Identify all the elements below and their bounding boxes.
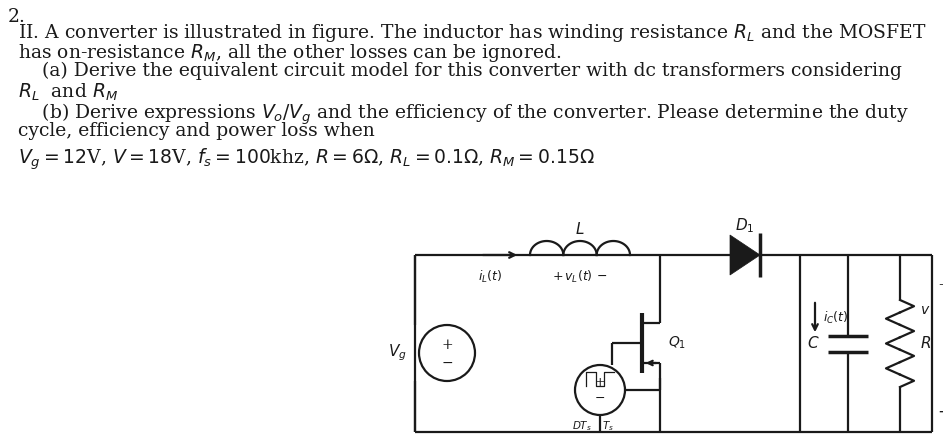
Text: $L$: $L$ [575, 221, 585, 237]
Text: $+\,v_L(t)\,-$: $+\,v_L(t)\,-$ [553, 269, 607, 285]
Text: II. A converter is illustrated in figure. The inductor has winding resistance $R: II. A converter is illustrated in figure… [18, 22, 927, 44]
Text: 2.: 2. [8, 8, 25, 26]
Text: $T_s$: $T_s$ [602, 419, 614, 433]
Text: −: − [595, 392, 605, 404]
Text: $i_L(t)$: $i_L(t)$ [478, 269, 502, 285]
Text: $i_C(t)$: $i_C(t)$ [823, 309, 849, 326]
Text: +: + [937, 277, 943, 293]
Text: $DT_s$: $DT_s$ [572, 419, 592, 433]
Text: has on-resistance $R_M$, all the other losses can be ignored.: has on-resistance $R_M$, all the other l… [18, 42, 561, 64]
Text: +: + [441, 338, 453, 352]
Polygon shape [730, 235, 760, 275]
Text: $R$: $R$ [920, 335, 931, 351]
Text: $D_1$: $D_1$ [736, 216, 754, 235]
Text: $V_g$: $V_g$ [389, 343, 407, 363]
Text: $Q_1$: $Q_1$ [668, 335, 687, 351]
Text: (a) Derive the equivalent circuit model for this converter with dc transformers : (a) Derive the equivalent circuit model … [18, 62, 902, 80]
Text: $v$: $v$ [920, 303, 931, 317]
Text: (b) Derive expressions $V_o/V_g$ and the efficiency of the converter. Please det: (b) Derive expressions $V_o/V_g$ and the… [18, 102, 909, 127]
Text: $C$: $C$ [807, 335, 820, 351]
Text: −: − [937, 404, 943, 420]
Text: −: − [441, 356, 453, 370]
Text: $V_g =12$V, $V =18$V, $f_s =100$khz, $R = 6\Omega$, $R_L = 0.1\Omega$, $R_M = 0.: $V_g =12$V, $V =18$V, $f_s =100$khz, $R … [18, 147, 595, 172]
Text: +: + [595, 377, 605, 389]
Text: $R_L$  and $R_M$: $R_L$ and $R_M$ [18, 82, 118, 103]
Text: cycle, efficiency and power loss when: cycle, efficiency and power loss when [18, 122, 374, 140]
